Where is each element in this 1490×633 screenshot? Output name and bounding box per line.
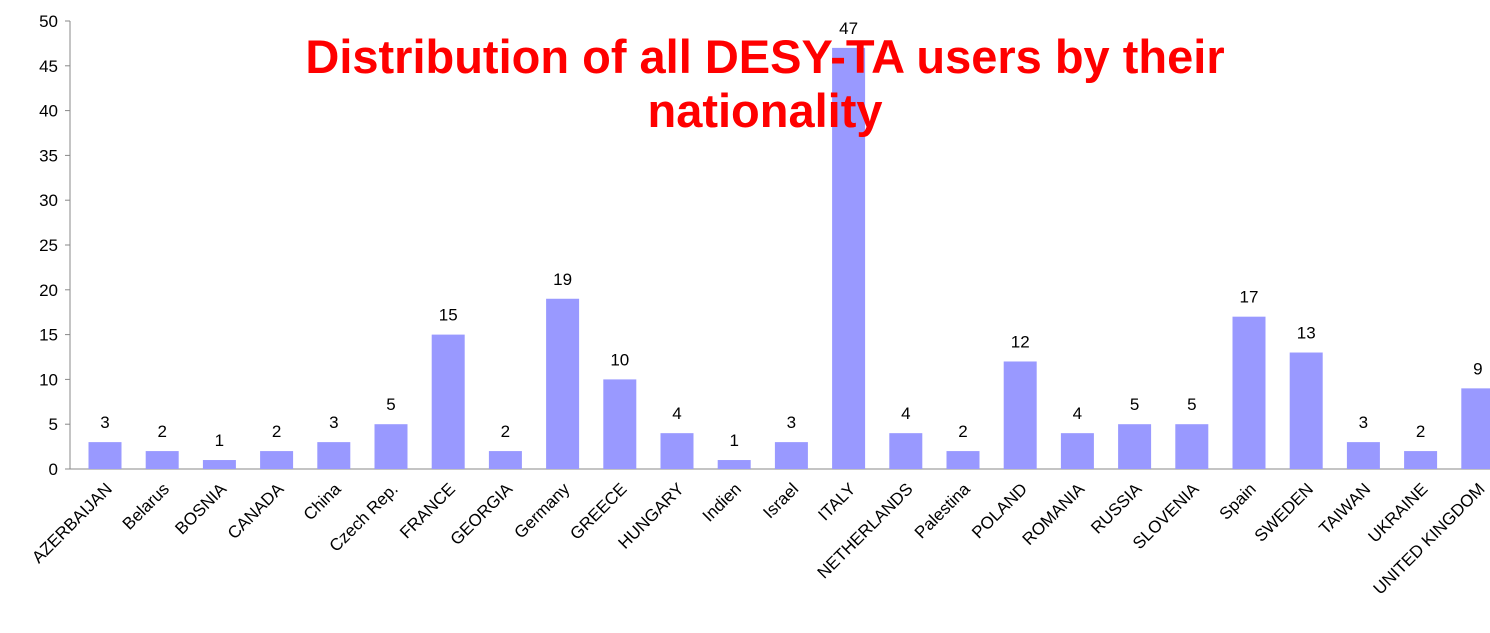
x-tick-label: BOSNIA — [171, 479, 230, 538]
data-label: 9 — [1473, 359, 1482, 378]
data-label: 3 — [1359, 413, 1368, 432]
y-tick-label: 20 — [39, 281, 58, 300]
bar — [1289, 352, 1323, 469]
y-tick-label: 30 — [39, 191, 58, 210]
y-tick-label: 45 — [39, 57, 58, 76]
x-tick-label: GEORGIA — [447, 479, 517, 549]
x-tick-label: AZERBAIJAN — [28, 479, 116, 567]
x-tick-label: Germany — [511, 479, 574, 542]
bar — [546, 298, 580, 469]
data-label: 3 — [100, 413, 109, 432]
bar — [717, 460, 751, 469]
data-label: 2 — [501, 422, 510, 441]
data-label: 12 — [1011, 332, 1030, 351]
bar — [260, 451, 294, 469]
chart-title: Distribution of all DESY-TA users by the… — [305, 30, 1225, 137]
data-label: 5 — [386, 395, 395, 414]
data-label: 1 — [215, 431, 224, 450]
data-label: 4 — [672, 404, 681, 423]
bar — [946, 451, 980, 469]
data-label: 4 — [901, 404, 910, 423]
bar — [1232, 316, 1266, 469]
x-tick-label: NETHERLANDS — [814, 479, 917, 582]
y-tick-label: 50 — [39, 12, 58, 31]
data-label: 2 — [958, 422, 967, 441]
bar — [88, 442, 122, 469]
bar — [660, 433, 694, 469]
x-tick-label: ROMANIA — [1019, 479, 1089, 549]
bar — [1175, 424, 1209, 469]
data-label: 2 — [1416, 422, 1425, 441]
bar — [488, 451, 522, 469]
data-label: 15 — [439, 306, 458, 325]
x-tick-label: Belarus — [119, 479, 173, 533]
y-tick-label: 35 — [39, 146, 58, 165]
bar — [889, 433, 923, 469]
bar — [1003, 361, 1037, 469]
y-tick-label: 25 — [39, 236, 58, 255]
x-tick-label: TAIWAN — [1315, 479, 1374, 538]
data-label: 47 — [839, 19, 858, 38]
y-tick-label: 5 — [49, 415, 58, 434]
x-tick-label: China — [300, 479, 345, 524]
data-label: 3 — [787, 413, 796, 432]
y-tick-label: 0 — [49, 460, 58, 479]
data-label: 10 — [610, 350, 629, 369]
bar — [774, 442, 808, 469]
data-label: 5 — [1187, 395, 1196, 414]
x-tick-label: ITALY — [814, 479, 859, 524]
bar — [202, 460, 236, 469]
data-label: 5 — [1130, 395, 1139, 414]
bar — [1346, 442, 1380, 469]
bar — [1118, 424, 1152, 469]
y-tick-label: 10 — [39, 370, 58, 389]
x-tick-label: Israel — [759, 479, 802, 522]
bar — [1404, 451, 1438, 469]
bar — [1461, 388, 1490, 469]
data-label: 13 — [1297, 324, 1316, 343]
data-label: 3 — [329, 413, 338, 432]
x-tick-label: RUSSIA — [1087, 479, 1146, 538]
data-label: 19 — [553, 270, 572, 289]
bar — [374, 424, 408, 469]
data-label: 2 — [157, 422, 166, 441]
x-tick-label: CANADA — [224, 479, 288, 543]
data-label: 2 — [272, 422, 281, 441]
x-tick-label: SWEDEN — [1251, 479, 1317, 545]
bar — [431, 334, 465, 469]
y-tick-label: 15 — [39, 326, 58, 345]
bar — [1060, 433, 1094, 469]
bar — [145, 451, 179, 469]
bar — [317, 442, 351, 469]
x-tick-label: Spain — [1216, 479, 1260, 523]
bar — [832, 47, 866, 469]
data-label: 4 — [1073, 404, 1082, 423]
data-label: 1 — [729, 431, 738, 450]
y-tick-label: 40 — [39, 102, 58, 121]
bar — [603, 379, 637, 469]
data-label: 17 — [1240, 288, 1259, 307]
x-tick-label: UNITED KINGDOM — [1370, 479, 1489, 598]
x-tick-label: Indien — [699, 479, 745, 525]
x-tick-label: Palestina — [911, 479, 974, 542]
